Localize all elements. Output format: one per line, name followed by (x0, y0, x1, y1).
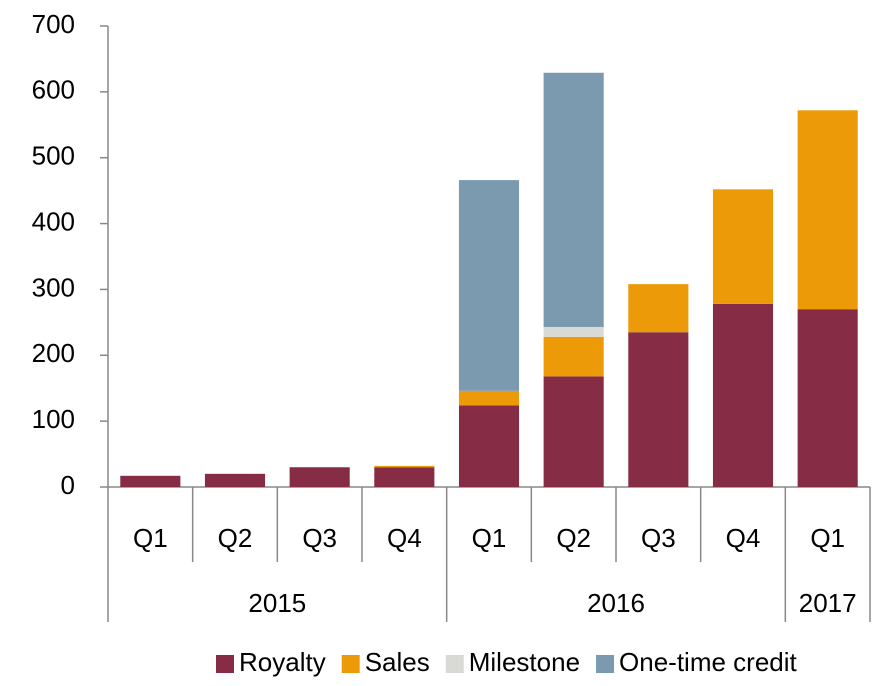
x-tick-label: Q3 (302, 523, 337, 553)
y-tick-label: 400 (32, 206, 75, 236)
x-tick-label: Q4 (726, 523, 761, 553)
y-tick-label: 500 (32, 141, 75, 171)
y-tick-label: 700 (32, 9, 75, 39)
bar-segment (120, 475, 181, 487)
bar-segment (289, 467, 350, 487)
legend-swatch (596, 655, 615, 673)
group-label: 2017 (799, 588, 857, 618)
bar-segment (543, 336, 604, 377)
bar-segment (628, 284, 689, 333)
group-label: 2016 (587, 588, 645, 618)
bar-segment (797, 309, 858, 487)
bar-segment (458, 180, 520, 391)
legend-label: Royalty (239, 647, 326, 677)
y-tick-label: 200 (32, 338, 75, 368)
y-tick-label: 100 (32, 404, 75, 434)
x-tick-label: Q3 (641, 523, 676, 553)
bar-segment (458, 405, 520, 487)
bar-segment (543, 72, 604, 327)
bar-segment (458, 390, 520, 406)
x-tick-label: Q2 (218, 523, 253, 553)
bar-segment (628, 332, 689, 487)
x-tick-label: Q1 (133, 523, 168, 553)
y-tick-label: 600 (32, 75, 75, 105)
bar-segment (374, 465, 435, 468)
y-tick-label: 300 (32, 272, 75, 302)
bar-segment (797, 110, 858, 310)
bar-segment (712, 189, 774, 304)
y-tick-label: 0 (61, 470, 75, 500)
legend-swatch (216, 655, 234, 673)
x-tick-label: Q1 (472, 523, 507, 553)
legend-swatch (445, 655, 464, 673)
legend-label: One-time credit (619, 647, 797, 677)
bar-segment (712, 303, 774, 487)
x-tick-label: Q2 (556, 523, 591, 553)
bar-segment (374, 467, 435, 487)
x-tick-label: Q4 (387, 523, 422, 553)
group-label: 2015 (248, 588, 306, 618)
legend-label: Sales (365, 647, 430, 677)
bar-segment (204, 473, 266, 487)
x-tick-label: Q1 (810, 523, 845, 553)
bar-segment (543, 326, 604, 337)
legend-label: Milestone (469, 647, 580, 677)
legend-swatch (341, 655, 360, 673)
bar-segment (543, 376, 604, 487)
